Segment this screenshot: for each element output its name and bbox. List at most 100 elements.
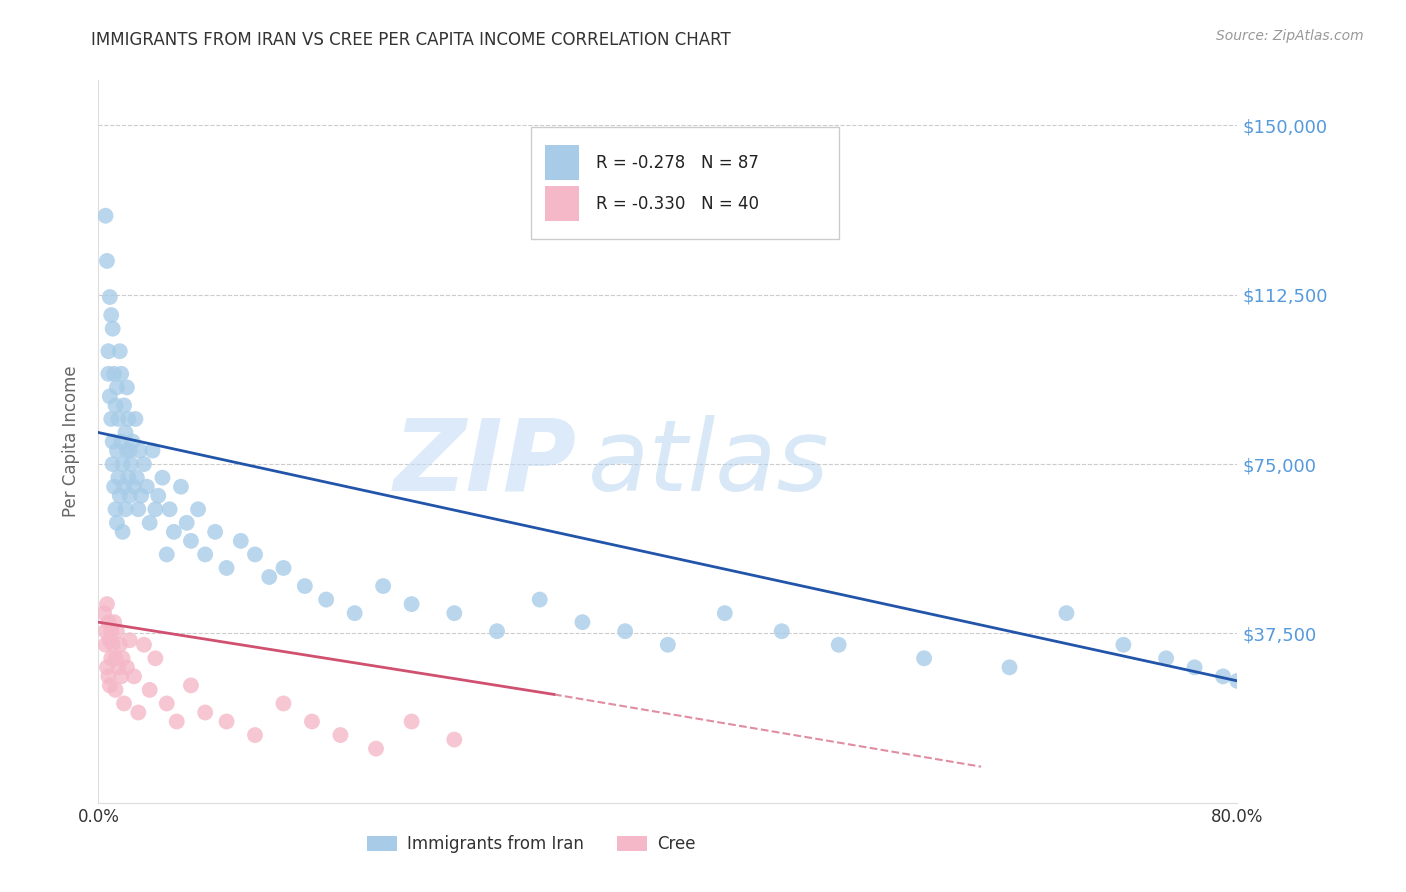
Point <box>194 706 217 720</box>
Point <box>127 502 149 516</box>
Point <box>243 728 266 742</box>
Point <box>97 615 120 630</box>
Point <box>180 533 202 548</box>
Point <box>118 489 141 503</box>
Point <box>204 524 226 539</box>
Point <box>401 597 423 611</box>
Point <box>120 457 142 471</box>
Point <box>132 638 155 652</box>
Point <box>104 651 127 665</box>
Point <box>118 443 141 458</box>
Point <box>111 524 134 539</box>
Point <box>135 480 157 494</box>
Point <box>115 660 138 674</box>
Point <box>912 651 935 665</box>
Point <box>103 615 125 630</box>
FancyBboxPatch shape <box>531 128 839 239</box>
Point <box>315 592 337 607</box>
Point <box>273 697 295 711</box>
Point <box>129 489 152 503</box>
Point <box>156 548 179 562</box>
Point <box>998 660 1021 674</box>
Point <box>194 548 217 562</box>
Point <box>98 290 121 304</box>
Point <box>98 633 121 648</box>
Point <box>156 697 179 711</box>
Point <box>1226 673 1249 688</box>
Point <box>273 561 295 575</box>
Point <box>110 669 132 683</box>
Point <box>486 624 509 639</box>
Point <box>614 624 637 639</box>
Point <box>159 502 181 516</box>
Point <box>117 412 139 426</box>
Point <box>215 714 238 729</box>
Point <box>115 380 138 394</box>
Point <box>107 412 129 426</box>
Point <box>96 253 118 268</box>
Point <box>176 516 198 530</box>
Point <box>141 443 163 458</box>
Text: atlas: atlas <box>588 415 830 512</box>
Point <box>111 651 134 665</box>
Point <box>122 669 145 683</box>
Point <box>107 470 129 484</box>
Point <box>180 678 202 692</box>
Point <box>114 425 136 440</box>
Text: R = -0.330   N = 40: R = -0.330 N = 40 <box>596 194 759 213</box>
Point <box>259 570 281 584</box>
Point <box>101 434 124 449</box>
Point <box>145 651 167 665</box>
Point <box>401 714 423 729</box>
Point <box>373 579 395 593</box>
Point <box>117 470 139 484</box>
Point <box>115 443 138 458</box>
Point <box>112 697 135 711</box>
Point <box>103 367 125 381</box>
Point <box>121 434 143 449</box>
Point <box>138 516 160 530</box>
Point <box>98 678 121 692</box>
Point <box>125 470 148 484</box>
Point <box>343 606 366 620</box>
Point <box>163 524 186 539</box>
Point <box>364 741 387 756</box>
Point <box>94 638 117 652</box>
Point <box>98 389 121 403</box>
Point <box>108 638 131 652</box>
Point <box>108 489 131 503</box>
Point <box>138 682 160 697</box>
Point <box>132 457 155 471</box>
Point <box>104 398 127 412</box>
Point <box>111 457 134 471</box>
Text: ZIP: ZIP <box>394 415 576 512</box>
Point <box>110 434 132 449</box>
Point <box>105 624 128 639</box>
Point <box>329 728 352 742</box>
Point <box>148 489 170 503</box>
Point <box>97 669 120 683</box>
FancyBboxPatch shape <box>546 145 579 180</box>
Point <box>571 615 593 630</box>
Point <box>1112 638 1135 652</box>
Point <box>97 344 120 359</box>
Point <box>124 412 146 426</box>
Point <box>1154 651 1177 665</box>
Point <box>127 706 149 720</box>
FancyBboxPatch shape <box>546 186 579 221</box>
Point <box>187 502 209 516</box>
Point <box>657 638 679 652</box>
Point <box>118 633 141 648</box>
Point <box>104 502 127 516</box>
Point <box>443 606 465 620</box>
Text: R = -0.278   N = 87: R = -0.278 N = 87 <box>596 153 759 171</box>
Point <box>114 502 136 516</box>
Point <box>100 308 122 322</box>
Point <box>1212 669 1234 683</box>
Point <box>104 682 127 697</box>
Point <box>145 502 167 516</box>
Point <box>770 624 793 639</box>
Point <box>96 597 118 611</box>
Legend: Immigrants from Iran, Cree: Immigrants from Iran, Cree <box>360 828 702 860</box>
Point <box>97 367 120 381</box>
